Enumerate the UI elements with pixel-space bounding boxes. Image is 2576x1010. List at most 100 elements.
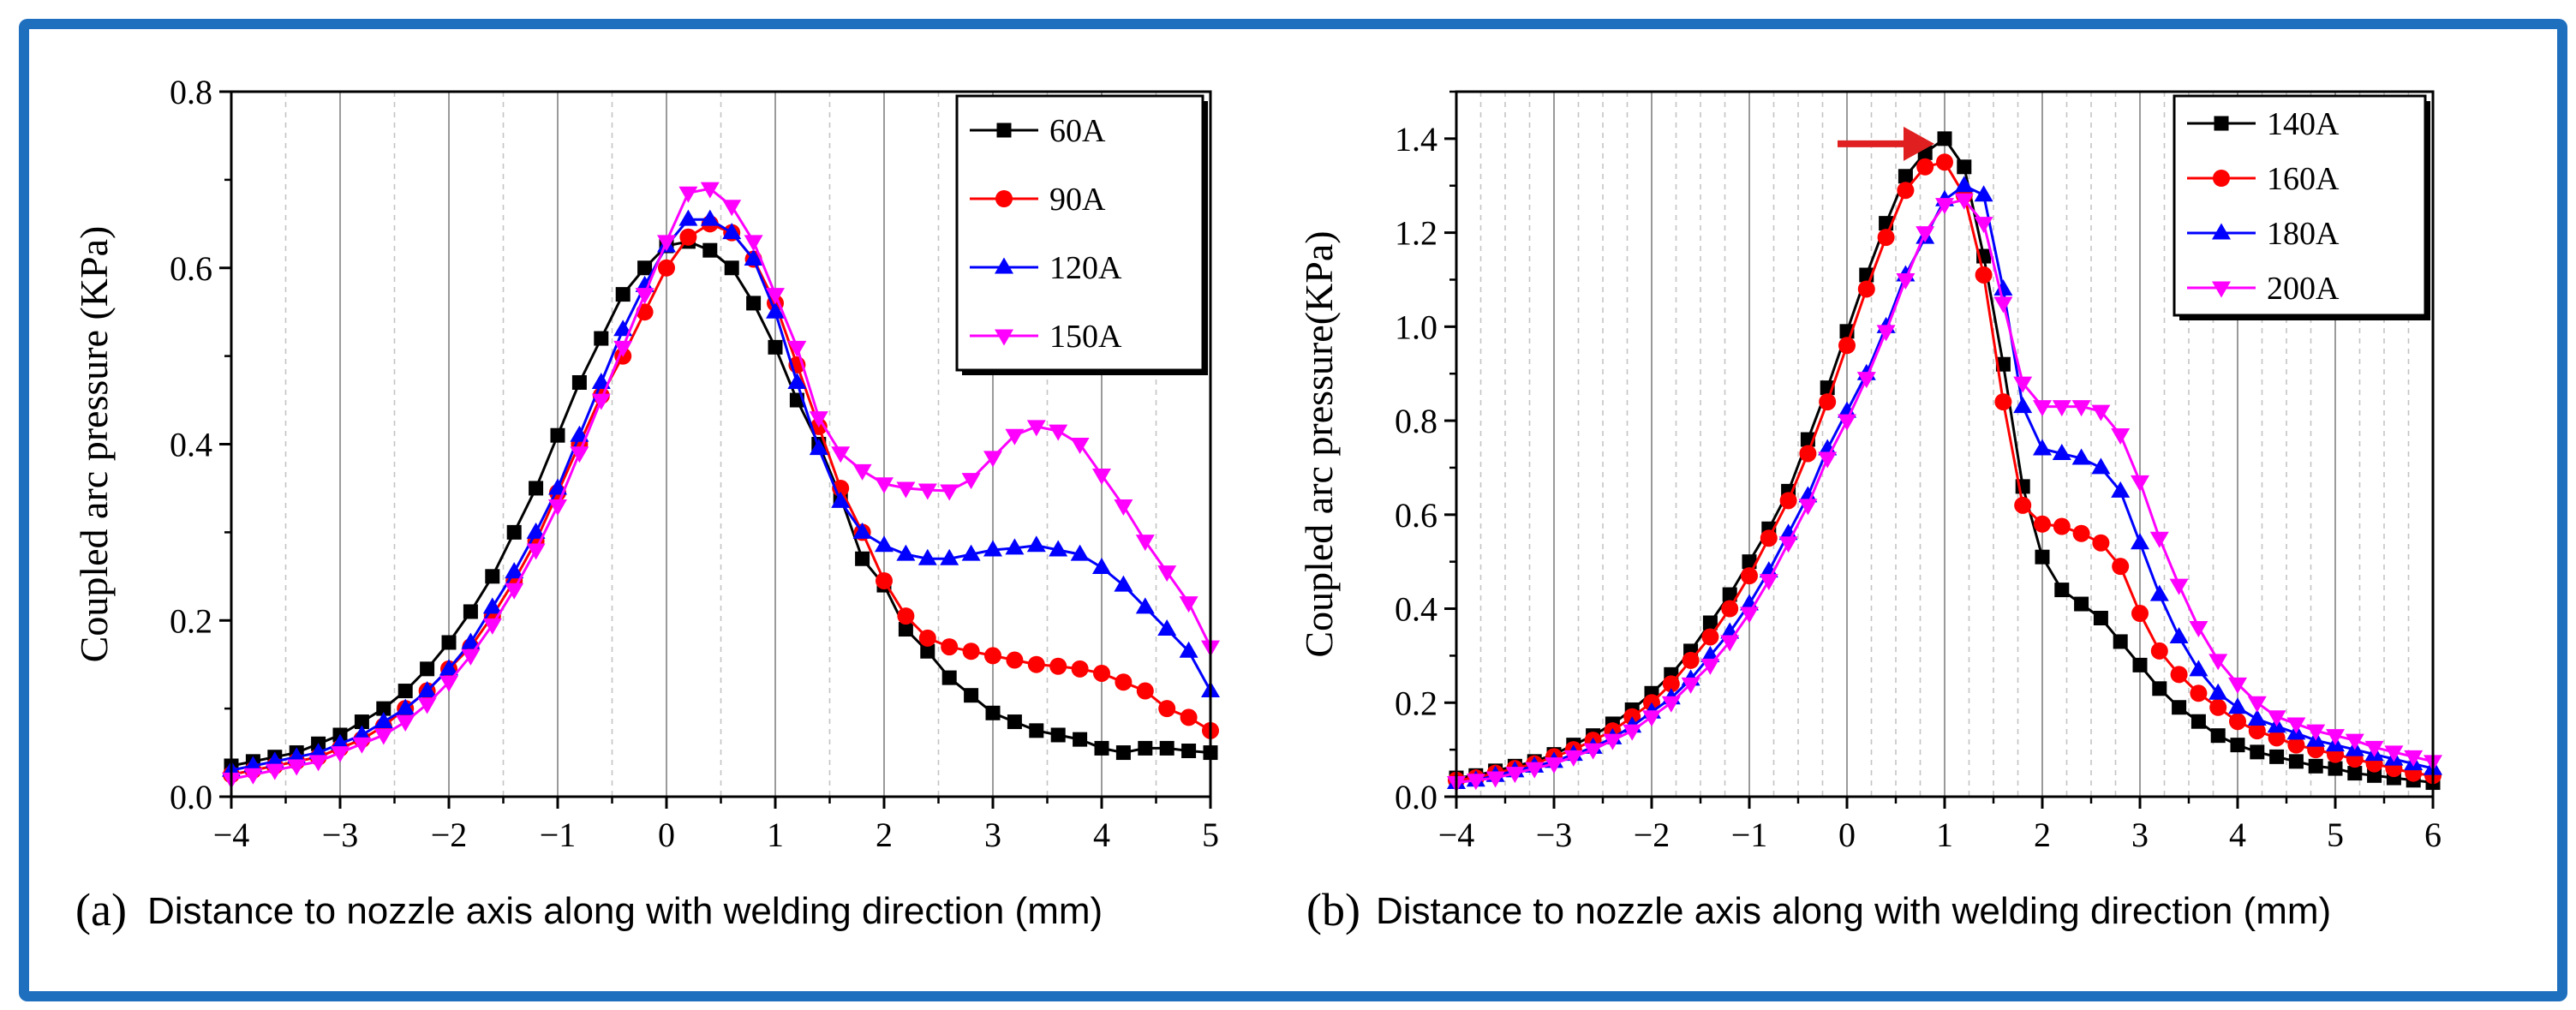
- data-point-90A: [1071, 660, 1089, 678]
- x-tick-label: 0: [658, 816, 675, 854]
- data-point-200A: [1818, 451, 1838, 469]
- data-point-140A: [2328, 761, 2343, 776]
- x-tick-label: 3: [2131, 816, 2149, 854]
- data-point-200A: [2208, 654, 2228, 671]
- data-point-160A: [2014, 496, 2032, 514]
- data-point-120A: [287, 747, 307, 764]
- data-point-60A: [529, 481, 544, 496]
- data-point-200A: [2228, 677, 2247, 694]
- x-tick-label: 4: [2229, 816, 2246, 854]
- legend-marker: [2214, 116, 2229, 131]
- data-point-200A: [1623, 724, 1642, 741]
- data-point-150A: [526, 543, 546, 560]
- data-point-90A: [679, 228, 697, 246]
- data-point-60A: [746, 296, 762, 311]
- series-line-60A: [230, 240, 1211, 768]
- data-point-60A: [550, 427, 565, 443]
- data-point-180A: [2149, 584, 2169, 601]
- data-point-90A: [1006, 651, 1024, 669]
- data-point-180A: [1954, 176, 1974, 193]
- data-point-160A: [2131, 605, 2149, 623]
- data-point-60A: [768, 339, 783, 355]
- data-point-60A: [920, 643, 935, 659]
- data-point-60A: [441, 635, 457, 650]
- legend-label: 90A: [1049, 182, 1106, 218]
- data-point-120A: [896, 544, 916, 561]
- x-tick-label: 5: [2327, 816, 2344, 854]
- data-point-150A: [548, 499, 567, 517]
- x-tick-label: 1: [767, 816, 784, 854]
- x-tick-label: 1: [1936, 816, 1953, 854]
- peak-arrow: [1838, 126, 1934, 161]
- data-point-200A: [1856, 372, 1876, 389]
- data-point-120A: [678, 209, 698, 226]
- data-point-120A: [526, 522, 546, 539]
- data-point-60A: [1007, 714, 1022, 730]
- data-point-160A: [1741, 567, 1758, 585]
- data-point-150A: [766, 288, 785, 305]
- data-point-140A: [1937, 131, 1952, 146]
- data-point-160A: [1857, 280, 1875, 298]
- x-tick-label: −1: [1731, 816, 1768, 854]
- data-point-150A: [831, 446, 851, 463]
- data-point-160A: [1760, 529, 1778, 547]
- data-point-160A: [1877, 229, 1895, 247]
- data-point-90A: [941, 638, 959, 656]
- data-point-120A: [635, 275, 654, 292]
- data-point-60A: [1181, 744, 1197, 759]
- data-point-140A: [2347, 766, 2363, 781]
- x-tick-label: −3: [322, 816, 359, 854]
- data-point-200A: [2286, 717, 2306, 734]
- data-point-60A: [1050, 727, 1066, 743]
- legend-entry-90A: 90A: [970, 182, 1106, 218]
- data-point-160A: [2209, 698, 2227, 716]
- data-point-140A: [2074, 596, 2089, 612]
- data-point-120A: [1026, 535, 1046, 553]
- data-point-160A: [2229, 713, 2246, 731]
- grid: [1479, 92, 2410, 797]
- data-point-200A: [1798, 499, 1818, 516]
- data-point-200A: [2071, 400, 2091, 417]
- data-point-200A: [1505, 767, 1525, 784]
- data-point-150A: [722, 200, 742, 217]
- data-point-150A: [308, 755, 328, 772]
- data-point-60A: [397, 684, 413, 699]
- data-point-120A: [917, 548, 937, 565]
- y-tick-label: 0.6: [170, 249, 212, 288]
- data-point-120A: [505, 562, 524, 579]
- data-point-120A: [722, 223, 742, 240]
- data-point-60A: [506, 524, 522, 540]
- data-point-140A: [1898, 169, 1913, 184]
- legend-entry-120A: 120A: [970, 250, 1122, 286]
- x-axis: −4 −3 −2 −1 0 1 2 3 4 5: [213, 797, 1219, 854]
- data-point-200A: [2326, 729, 2345, 746]
- data-point-160A: [1682, 651, 1700, 669]
- y-tick-label: 0.4: [170, 426, 212, 464]
- legend-marker: [995, 329, 1013, 346]
- data-point-120A: [961, 544, 981, 561]
- data-point-140A: [2250, 744, 2265, 760]
- data-point-120A: [613, 320, 633, 337]
- x-axis-title: Distance to nozzle axis along with weldi…: [147, 890, 1103, 932]
- data-point-120A: [591, 372, 611, 389]
- data-point-120A: [374, 712, 393, 729]
- data-point-160A: [2092, 534, 2110, 552]
- data-point-140A: [1722, 587, 1737, 602]
- data-point-90A: [1027, 655, 1045, 673]
- data-point-60A: [420, 661, 435, 677]
- data-point-160A: [2190, 684, 2208, 702]
- data-point-180A: [2169, 626, 2189, 643]
- data-point-200A: [1545, 757, 1563, 774]
- x-axis: −4 −3 −2 −1 0 1 2 3 4 5 6: [1438, 797, 2442, 854]
- data-point-150A: [635, 288, 654, 305]
- data-point-60A: [463, 604, 478, 619]
- data-point-200A: [1485, 771, 1505, 788]
- data-point-200A: [2131, 475, 2149, 492]
- data-point-150A: [961, 473, 981, 490]
- data-point-140A: [1995, 356, 2011, 372]
- x-tick-label: −4: [213, 816, 250, 854]
- data-point-160A: [2053, 517, 2071, 535]
- data-point-150A: [613, 340, 633, 357]
- x-tick-label: −2: [431, 816, 468, 854]
- data-point-180A: [2228, 697, 2247, 714]
